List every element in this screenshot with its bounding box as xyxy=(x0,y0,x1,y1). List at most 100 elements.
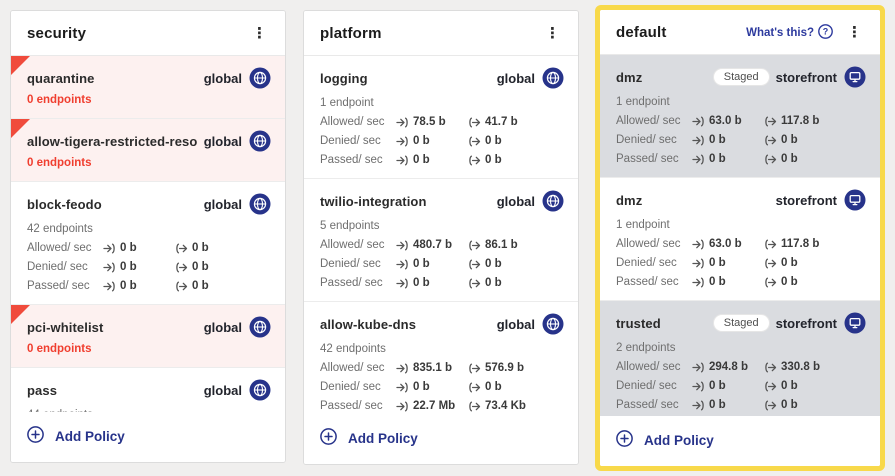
outbound-rate: 0 b xyxy=(764,399,798,411)
stat-row-allowed: Allowed/ sec 63.0 b 117.8 b xyxy=(616,115,866,127)
whats-this-label: What's this? xyxy=(746,26,814,39)
outbound-arrow-icon xyxy=(764,154,777,165)
stat-row-allowed: Allowed/ sec 0 b 0 b xyxy=(27,242,271,254)
outbound-value: 73.4 Kb xyxy=(485,400,526,412)
policy-title-row: logging global xyxy=(320,67,564,89)
add-policy-button[interactable]: Add Policy xyxy=(600,416,880,466)
policy-card-list: logging global 1 endpoint Allowed/ sec 78.5 … xyxy=(304,56,578,414)
outbound-value: 0 b xyxy=(781,153,798,165)
inbound-arrow-icon xyxy=(692,362,705,373)
add-policy-button[interactable]: Add Policy xyxy=(304,414,578,464)
outbound-arrow-icon xyxy=(468,155,481,166)
endpoint-count: 1 endpoint xyxy=(320,97,374,109)
outbound-arrow-icon xyxy=(468,401,481,412)
outbound-rate: 86.1 b xyxy=(468,239,518,251)
inbound-value: 0 b xyxy=(413,381,430,393)
policy-card-quarantine[interactable]: quarantine global 0 endpoints xyxy=(11,56,285,119)
inbound-rate: 0 b xyxy=(396,258,468,270)
policy-card-allow-tigera-restricted-resources[interactable]: allow-tigera-restricted-resources global 0… xyxy=(11,119,285,182)
add-policy-button[interactable]: Add Policy xyxy=(11,412,285,462)
storefront-icon xyxy=(844,189,866,211)
inbound-arrow-icon xyxy=(103,281,116,292)
storefront-icon xyxy=(844,66,866,88)
stat-label: Denied/ sec xyxy=(320,135,381,147)
stat-label: Allowed/ sec xyxy=(616,361,681,373)
stat-row-allowed: Allowed/ sec 78.5 b 41.7 b xyxy=(320,116,564,128)
staged-badge: Staged xyxy=(713,315,769,331)
stat-row-denied: Denied/ sec 0 b 0 b xyxy=(616,257,866,269)
inbound-value: 0 b xyxy=(120,261,137,273)
policy-card-dmz[interactable]: dmz storefront 1 endpoint Allowed/ sec 63.0 … xyxy=(600,178,880,301)
policy-card-block-feodo[interactable]: block-feodo global 42 endpoints Allowed/ se… xyxy=(11,182,285,305)
whats-this-link[interactable]: What's this?? xyxy=(746,23,833,42)
outbound-rate: 0 b xyxy=(175,261,209,273)
stat-label: Allowed/ sec xyxy=(320,239,385,251)
stat-row-denied: Denied/ sec 0 b 0 b xyxy=(27,261,271,273)
outbound-rate: 41.7 b xyxy=(468,116,518,128)
stat-row-denied: Denied/ sec 0 b 0 b xyxy=(320,135,564,147)
policy-card-trusted[interactable]: trusted Staged storefront 2 endpoints Allowe… xyxy=(600,301,880,416)
inbound-value: 0 b xyxy=(709,276,726,288)
globe-icon xyxy=(249,379,271,401)
inbound-arrow-icon xyxy=(396,117,409,128)
outbound-rate: 0 b xyxy=(764,257,798,269)
stat-row-passed: Passed/ sec 0 b 0 b xyxy=(616,276,866,288)
stat-row-denied: Denied/ sec 0 b 0 b xyxy=(320,381,564,393)
inbound-arrow-icon xyxy=(396,401,409,412)
tier-column: platform ⋮ logging global 1 endpoint Allowed/… xyxy=(303,10,579,465)
inbound-arrow-icon xyxy=(692,135,705,146)
inbound-value: 294.8 b xyxy=(709,361,748,373)
tier-menu-button[interactable]: ⋮ xyxy=(545,25,560,42)
add-policy-label: Add Policy xyxy=(348,430,418,446)
outbound-arrow-icon xyxy=(468,382,481,393)
outbound-arrow-icon xyxy=(468,363,481,374)
policy-title-row: pass global xyxy=(27,379,271,401)
stat-label: Denied/ sec xyxy=(320,258,381,270)
globe-icon xyxy=(542,313,564,335)
outbound-arrow-icon xyxy=(468,278,481,289)
inbound-value: 0 b xyxy=(413,135,430,147)
add-policy-label: Add Policy xyxy=(55,428,125,444)
inbound-value: 480.7 b xyxy=(413,239,452,251)
outbound-value: 0 b xyxy=(485,258,502,270)
stat-label: Passed/ sec xyxy=(616,153,679,165)
staged-badge: Staged xyxy=(713,69,769,85)
tier-menu-button[interactable]: ⋮ xyxy=(847,24,862,41)
outbound-rate: 0 b xyxy=(468,135,502,147)
outbound-rate: 0 b xyxy=(764,134,798,146)
outbound-value: 0 b xyxy=(485,381,502,393)
circle-plus-icon xyxy=(27,426,44,446)
outbound-value: 0 b xyxy=(192,261,209,273)
policy-title-row: dmz storefront xyxy=(616,189,866,211)
endpoint-count: 0 endpoints xyxy=(27,157,92,169)
inbound-value: 0 b xyxy=(413,154,430,166)
outbound-arrow-icon xyxy=(764,381,777,392)
inbound-arrow-icon xyxy=(692,116,705,127)
policy-title-row: allow-tigera-restricted-resources global xyxy=(27,130,271,152)
inbound-rate: 835.1 b xyxy=(396,362,468,374)
tier-menu-button[interactable]: ⋮ xyxy=(252,25,267,42)
policy-tier-column-security: security ⋮ quarantine global 0 endpoints allo… xyxy=(10,10,286,463)
scope-label: global xyxy=(203,133,242,149)
inbound-rate: 0 b xyxy=(692,257,764,269)
policy-card-logging[interactable]: logging global 1 endpoint Allowed/ sec 78.5 … xyxy=(304,56,578,179)
endpoint-count: 1 endpoint xyxy=(616,96,670,108)
inbound-arrow-icon xyxy=(396,278,409,289)
outbound-value: 41.7 b xyxy=(485,116,518,128)
policy-card-twilio-integration[interactable]: twilio-integration global 5 endpoints Allow… xyxy=(304,179,578,302)
endpoint-count: 0 endpoints xyxy=(27,343,92,355)
add-policy-label: Add Policy xyxy=(644,432,714,448)
stat-label: Allowed/ sec xyxy=(27,242,92,254)
policy-card-allow-kube-dns[interactable]: allow-kube-dns global 42 endpoints Allowed/… xyxy=(304,302,578,414)
outbound-value: 0 b xyxy=(781,257,798,269)
policy-card-dmz[interactable]: dmz Staged storefront 1 endpoint Allowed/ se… xyxy=(600,55,880,178)
help-question-icon: ? xyxy=(818,23,833,42)
inbound-rate: 294.8 b xyxy=(692,361,764,373)
circle-plus-icon xyxy=(616,430,633,450)
stat-row-allowed: Allowed/ sec 480.7 b 86.1 b xyxy=(320,239,564,251)
tier-title: platform xyxy=(320,25,382,42)
policy-card-pci-whitelist[interactable]: pci-whitelist global 0 endpoints xyxy=(11,305,285,368)
inbound-rate: 0 b xyxy=(103,280,175,292)
policy-name: pass xyxy=(27,382,58,398)
